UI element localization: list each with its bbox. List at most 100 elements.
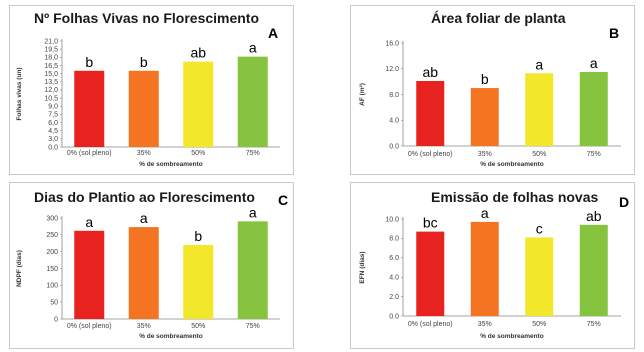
chart-b: Área foliar de planta B 0.0 4.0 8.0 12.0 16.0 A… <box>359 10 621 168</box>
y-tick-label: 21,0 <box>44 38 58 45</box>
panel-letter: B <box>609 25 619 41</box>
bar-1 <box>74 70 105 147</box>
bar-4 <box>579 224 608 316</box>
significance-letter: a <box>590 55 598 71</box>
bar-2 <box>128 70 159 147</box>
significance-letter: bc <box>423 215 438 231</box>
significance-letter: b <box>85 54 93 70</box>
bar-4 <box>237 221 268 319</box>
x-tick-label: 75% <box>587 151 601 158</box>
x-tick-label: 0% (sol pleno) <box>408 321 453 328</box>
x-axis-label: % de sombreamento <box>480 161 544 168</box>
bar-2 <box>128 227 159 319</box>
y-tick-label: 4.0 <box>389 275 399 282</box>
bar-4 <box>579 71 608 146</box>
chart-title: Dias do Plantio ao Florescimento <box>34 189 255 205</box>
panel-d: Emissão de folhas novas D 0.0 2.0 4.0 6.0 8.0 1… <box>350 182 635 349</box>
x-axis-label: % de sombreamento <box>480 333 544 340</box>
significance-letter: a <box>85 214 93 230</box>
significance-letter: c <box>536 220 543 236</box>
bar-1 <box>416 231 445 316</box>
y-tick-label: 6,0 <box>48 120 58 127</box>
x-tick-label: 35% <box>478 151 492 158</box>
significance-letter: a <box>481 205 489 221</box>
y-axis-label: AF (m²) <box>359 83 366 106</box>
bar-2 <box>470 88 499 146</box>
y-axis-label: Folhas vivas (un) <box>16 67 23 120</box>
bar-3 <box>525 73 554 146</box>
significance-letter: b <box>140 54 148 70</box>
significance-letter: b <box>481 71 489 87</box>
x-tick-label: 50% <box>191 323 205 330</box>
y-tick-label: 9,0 <box>48 104 58 111</box>
x-tick-label: 50% <box>191 150 205 157</box>
y-tick-label: 200 <box>46 249 58 256</box>
y-tick-label: 50 <box>50 299 58 306</box>
chart-d: Emissão de folhas novas D 0.0 2.0 4.0 6.0 8.0 1… <box>359 189 629 340</box>
y-tick-label: 10,5 <box>44 95 58 102</box>
y-tick-label: 300 <box>46 215 58 222</box>
y-tick-label: 18,0 <box>44 55 58 62</box>
panel-letter: D <box>619 194 629 210</box>
y-tick-label: 16,5 <box>44 63 58 70</box>
y-tick-label: 7,5 <box>48 112 58 119</box>
y-tick-label: 12.0 <box>385 66 399 73</box>
y-tick-label: 19,5 <box>44 46 58 53</box>
panel-a: Nº Folhas Vivas no Florescimento A 0,0 3,0 4… <box>9 5 294 175</box>
bar-1 <box>416 80 445 146</box>
bar-3 <box>183 244 214 319</box>
x-tick-label: 0% (sol pleno) <box>67 323 112 330</box>
y-tick-label: 12,0 <box>44 87 58 94</box>
y-tick-label: 6.0 <box>389 255 399 262</box>
y-tick-label: 0.0 <box>389 143 399 150</box>
panel-letter: A <box>268 25 278 41</box>
y-axis-label: EFN (dias) <box>359 251 366 283</box>
bar-3 <box>525 237 554 316</box>
panel-b: Área foliar de planta B 0.0 4.0 8.0 12.0 16.0 A… <box>350 5 635 175</box>
x-tick-label: 50% <box>532 151 546 158</box>
y-tick-label: 0 <box>54 316 58 323</box>
x-tick-label: 75% <box>587 321 601 328</box>
x-tick-label: 35% <box>137 150 151 157</box>
panel-c: Dias do Plantio ao Florescimento C 0 50 100 1… <box>9 182 294 349</box>
y-tick-label: 3,0 <box>48 136 58 143</box>
x-tick-label: 50% <box>532 321 546 328</box>
bar-1 <box>74 230 105 319</box>
y-tick-label: 13,5 <box>44 79 58 86</box>
significance-letter: a <box>140 210 148 226</box>
bar-2 <box>470 221 499 316</box>
y-tick-label: 8.0 <box>389 236 399 243</box>
x-axis-label: % de sombreamento <box>139 161 203 168</box>
significance-letter: b <box>194 228 202 244</box>
chart-title: Emissão de folhas novas <box>431 189 598 205</box>
significance-letter: ab <box>586 208 602 224</box>
chart-title: Nº Folhas Vivas no Florescimento <box>34 10 259 26</box>
significance-letter: a <box>249 204 257 220</box>
panel-letter: C <box>278 192 288 208</box>
chart-a: Nº Folhas Vivas no Florescimento A 0,03,04… <box>16 10 280 168</box>
chart-title: Área foliar de planta <box>431 10 566 26</box>
bar-3 <box>183 61 214 147</box>
x-axis-label: % de sombreamento <box>139 333 203 340</box>
y-tick-label: 15,0 <box>44 71 58 78</box>
y-tick-label: 0.0 <box>389 313 399 320</box>
y-tick-label: 8.0 <box>389 92 399 99</box>
y-tick-label: 150 <box>46 266 58 273</box>
y-tick-label: 10.0 <box>385 216 399 223</box>
significance-letter: a <box>249 40 257 56</box>
significance-letter: a <box>535 56 543 72</box>
y-tick-label: 0,0 <box>48 144 58 151</box>
bar-4 <box>237 56 268 148</box>
x-tick-label: 35% <box>137 323 151 330</box>
y-axis-label: NDPF (dias) <box>16 250 23 287</box>
x-tick-label: 35% <box>478 321 492 328</box>
y-tick-label: 4,5 <box>48 128 58 135</box>
x-tick-label: 75% <box>246 150 260 157</box>
y-tick-label: 100 <box>46 283 58 290</box>
y-tick-label: 250 <box>46 232 58 239</box>
significance-letter: ab <box>190 45 206 61</box>
y-tick-label: 2.0 <box>389 294 399 301</box>
x-tick-label: 0% (sol pleno) <box>67 150 112 157</box>
y-tick-label: 16.0 <box>385 40 399 47</box>
